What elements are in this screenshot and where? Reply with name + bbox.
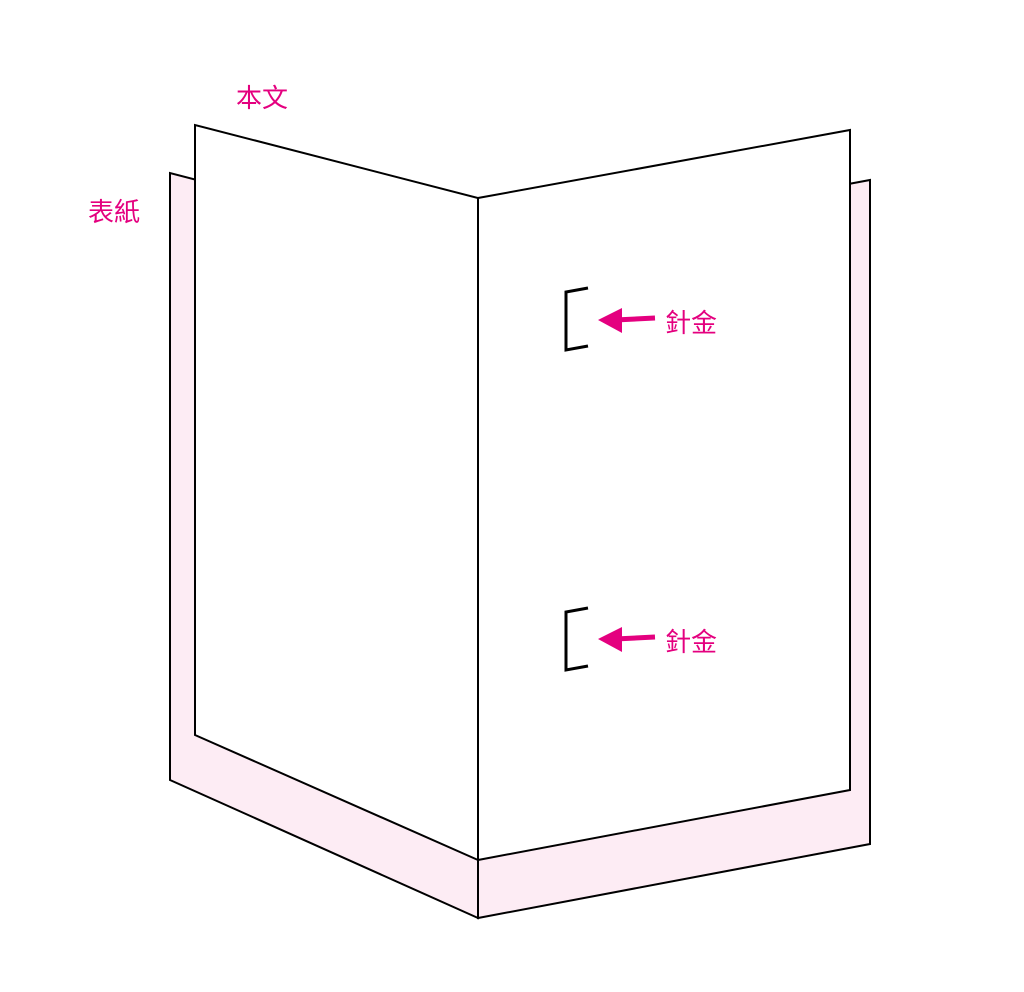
staple-bottom-label: 針金 (665, 622, 717, 659)
cover-label: 表紙 (88, 192, 140, 229)
inner-page-right-panel (478, 130, 850, 860)
diagram-svg (0, 0, 1024, 987)
staple-top-label: 針金 (665, 303, 717, 340)
book-binding-diagram: 本文 表紙 針金 針金 (0, 0, 1024, 987)
inner-page-label: 本文 (236, 78, 288, 115)
inner-page-left-panel (195, 125, 478, 860)
